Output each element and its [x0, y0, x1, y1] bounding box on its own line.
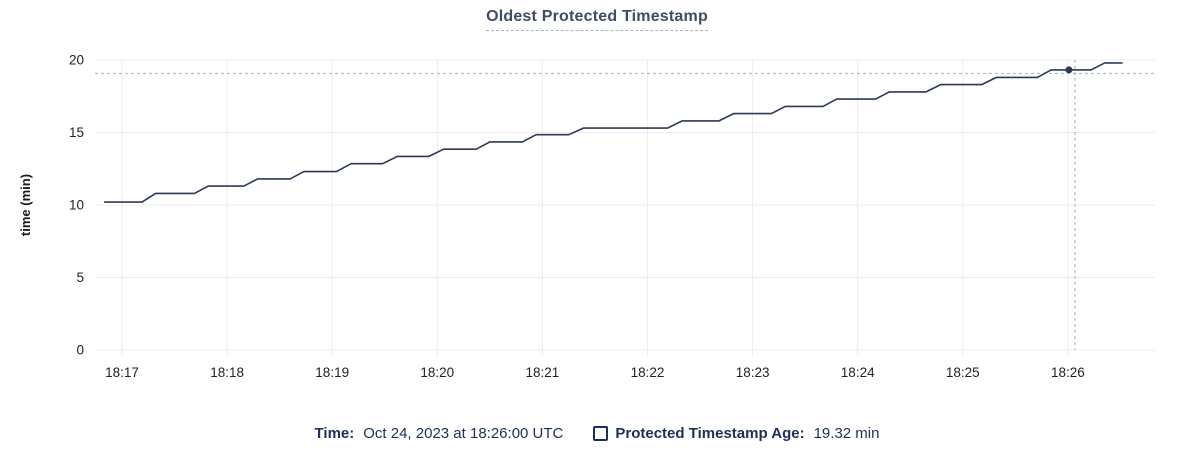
y-axis: 0 5 10 15 20	[69, 53, 84, 358]
series-label: Protected Timestamp Age:	[615, 425, 805, 442]
hover-legend: Time: Oct 24, 2023 at 18:26:00 UTC Prote…	[0, 424, 1194, 443]
svg-text:0: 0	[76, 343, 84, 358]
hover-time: Time: Oct 24, 2023 at 18:26:00 UTC	[315, 424, 564, 443]
data-line-protected-timestamp-age	[104, 62, 1123, 203]
svg-text:18:25: 18:25	[946, 365, 980, 380]
series-toggle-checkbox[interactable]	[593, 426, 609, 441]
svg-text:18:26: 18:26	[1051, 365, 1085, 380]
time-label: Time:	[314, 425, 355, 442]
svg-text:18:21: 18:21	[526, 365, 560, 380]
y-axis-title: time (min)	[18, 174, 33, 236]
svg-text:5: 5	[76, 270, 84, 285]
chart-title: Oldest Protected Timestamp	[486, 8, 708, 31]
svg-text:10: 10	[69, 198, 84, 213]
hover-series: Protected Timestamp Age: 19.32 min	[593, 424, 879, 443]
series-value: 19.32 min	[813, 425, 880, 442]
svg-text:18:17: 18:17	[105, 365, 139, 380]
svg-text:18:22: 18:22	[631, 365, 665, 380]
svg-text:18:23: 18:23	[736, 365, 770, 380]
svg-text:18:20: 18:20	[420, 365, 454, 380]
chart-canvas[interactable]: 18:17 18:18 18:19 18:20 18:21 18:22 18:23 18:24…	[0, 40, 1194, 400]
x-axis: 18:17 18:18 18:19 18:20 18:21 18:22 18:23 18:24…	[105, 365, 1085, 380]
svg-text:15: 15	[69, 125, 84, 140]
gridlines	[95, 59, 1155, 356]
svg-text:18:18: 18:18	[210, 365, 244, 380]
hover-dot	[1065, 66, 1073, 74]
time-value: Oct 24, 2023 at 18:26:00 UTC	[363, 425, 564, 442]
svg-text:20: 20	[69, 53, 84, 68]
svg-text:18:19: 18:19	[315, 365, 349, 380]
svg-text:18:24: 18:24	[841, 365, 875, 380]
chart-title-row: Oldest Protected Timestamp	[0, 8, 1194, 31]
